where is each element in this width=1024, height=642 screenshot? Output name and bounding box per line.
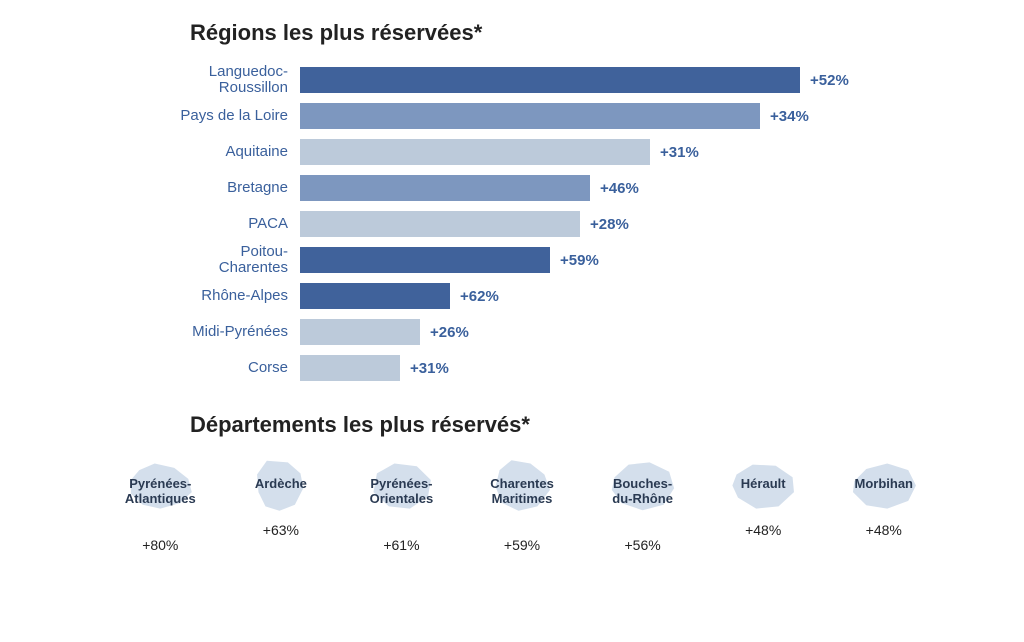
bar-value: +59% [560, 252, 599, 269]
department-value: +63% [263, 522, 299, 538]
bar-track: +46% [300, 175, 984, 201]
bar-row: Bretagne +46% [100, 174, 984, 202]
bar-row: PACA +28% [100, 210, 984, 238]
bar-value: +28% [590, 216, 629, 233]
bar [300, 355, 400, 381]
department-value: +59% [504, 537, 540, 553]
bar-track: +26% [300, 319, 984, 345]
bar-row: Aquitaine +31% [100, 138, 984, 166]
bar-value: +31% [410, 360, 449, 377]
department-value: +48% [866, 522, 902, 538]
bar [300, 175, 590, 201]
bar [300, 103, 760, 129]
bar-track: +52% [300, 67, 984, 93]
bar-label: Corse [100, 360, 300, 377]
department-item: Pyrénées-Atlantiques +80% [100, 458, 221, 553]
bar-label: Poitou-Charentes [100, 244, 300, 277]
department-label: Bouches-du-Rhône [612, 477, 673, 507]
bar-row: Midi-Pyrénées +26% [100, 318, 984, 346]
bar-track: +59% [300, 247, 984, 273]
department-label: Ardèche [255, 477, 307, 492]
department-value: +80% [142, 537, 178, 553]
department-value: +56% [625, 537, 661, 553]
bar-row: Pays de la Loire +34% [100, 102, 984, 130]
bar-row: Corse +31% [100, 354, 984, 382]
bar-label: Pays de la Loire [100, 108, 300, 125]
department-item: Ardèche +63% [221, 458, 342, 553]
bar-label: Languedoc-Roussillon [100, 64, 300, 97]
department-label: Morbihan [855, 477, 914, 492]
bar [300, 283, 450, 309]
bar-track: +31% [300, 355, 984, 381]
bar-label: Bretagne [100, 180, 300, 197]
bar [300, 139, 650, 165]
bar-row: Rhône-Alpes +62% [100, 282, 984, 310]
departments-section: Départements les plus réservés* Pyrénées… [40, 412, 984, 553]
bar-label: Midi-Pyrénées [100, 324, 300, 341]
bar-row: Languedoc-Roussillon +52% [100, 66, 984, 94]
department-item: Morbihan +48% [823, 458, 944, 553]
bar-label: Rhône-Alpes [100, 288, 300, 305]
bar-value: +31% [660, 144, 699, 161]
bar-value: +34% [770, 108, 809, 125]
bar-track: +31% [300, 139, 984, 165]
department-label: Pyrénées-Atlantiques [125, 477, 196, 507]
bar-track: +34% [300, 103, 984, 129]
bar-track: +28% [300, 211, 984, 237]
bar [300, 319, 420, 345]
bar-value: +46% [600, 180, 639, 197]
departments-section-title: Départements les plus réservés* [190, 412, 984, 438]
department-item: CharentesMaritimes +59% [462, 458, 583, 553]
regions-bar-chart: Languedoc-Roussillon +52% Pays de la Loire… [100, 66, 984, 382]
department-label: Hérault [741, 477, 786, 492]
bar-value: +26% [430, 324, 469, 341]
bar-label: PACA [100, 216, 300, 233]
bar-track: +62% [300, 283, 984, 309]
departments-row: Pyrénées-Atlantiques +80% Ardèche +63% Pyrén… [40, 458, 984, 553]
bar-value: +52% [810, 72, 849, 89]
bar [300, 211, 580, 237]
bar [300, 247, 550, 273]
department-label: Pyrénées-Orientales [370, 477, 434, 507]
department-label: CharentesMaritimes [490, 477, 554, 507]
department-item: Bouches-du-Rhône +56% [582, 458, 703, 553]
department-item: Hérault +48% [703, 458, 824, 553]
bar-label: Aquitaine [100, 144, 300, 161]
regions-section-title: Régions les plus réservées* [190, 20, 984, 46]
bar-row: Poitou-Charentes +59% [100, 246, 984, 274]
bar [300, 67, 800, 93]
department-value: +48% [745, 522, 781, 538]
department-value: +61% [383, 537, 419, 553]
department-item: Pyrénées-Orientales +61% [341, 458, 462, 553]
bar-value: +62% [460, 288, 499, 305]
